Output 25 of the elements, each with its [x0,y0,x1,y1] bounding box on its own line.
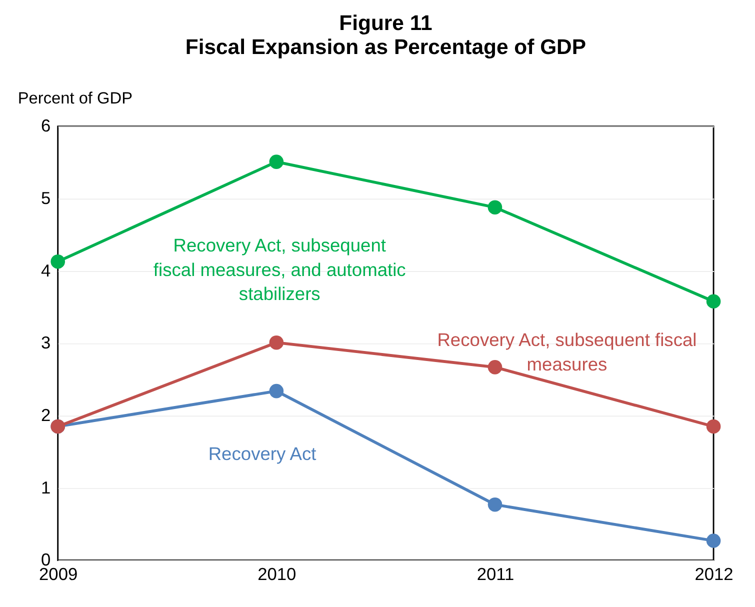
chart-title: Figure 11 [339,12,432,35]
point [269,154,284,169]
point [706,294,721,309]
y-tick-label: 1 [40,477,51,498]
series-label: Recovery Act, subsequent fiscal measures, and automatic stabilizers [153,234,406,304]
point [488,360,502,374]
chart-subtitle: Fiscal Expansion as Percentage of GDP [185,36,586,60]
point [488,200,502,214]
point [488,497,502,512]
point [269,384,284,398]
y-tick-label: 5 [40,188,51,208]
x-tick-label: 2010 [258,564,296,584]
x-tick-label: 2011 [476,564,514,584]
point [50,254,66,269]
y-tick-label: 4 [40,260,51,280]
y-axis-title: Percent of GDP [18,90,133,108]
y-tick-label: 3 [40,332,51,353]
point [269,335,284,350]
point [706,419,721,434]
series-label: Recovery Act [208,442,316,464]
series-label: Recovery Act, subsequent fiscal measures [437,329,697,374]
point [706,534,721,548]
y-tick-label: 6 [40,116,51,136]
x-tick-label: 2012 [694,564,734,584]
y-tick-label: 2 [40,404,51,425]
